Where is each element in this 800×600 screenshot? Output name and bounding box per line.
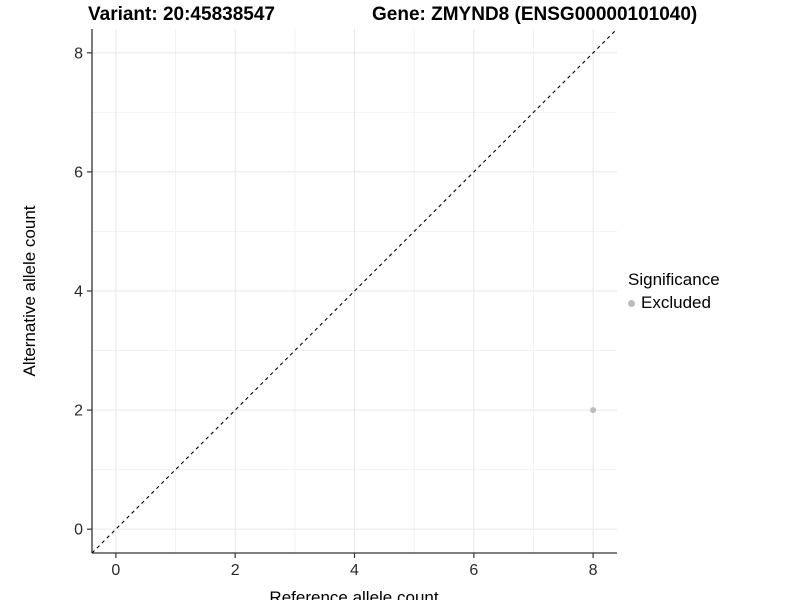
data-point: [590, 407, 597, 414]
y-tick-label: 0: [74, 522, 83, 539]
identity-line: [91, 28, 618, 554]
legend-item-label: Excluded: [641, 293, 711, 312]
x-tick-label: 6: [469, 562, 478, 579]
y-tick-label: 4: [74, 284, 83, 301]
x-tick-label: 2: [231, 562, 240, 579]
legend-point-icon: [628, 299, 635, 307]
plot-title-variant: Variant: 20:45838547: [88, 4, 275, 25]
x-tick-label: 8: [589, 562, 598, 579]
x-axis-title: Reference allele count: [269, 588, 439, 600]
y-axis-title: Alternative allele count: [20, 205, 39, 377]
y-tick-label: 6: [74, 164, 83, 181]
y-tick-label: 2: [74, 403, 83, 420]
x-tick-label: 0: [111, 562, 120, 579]
legend: Significance Excluded: [628, 270, 720, 313]
plot-title-gene: Gene: ZMYND8 (ENSG00000101040): [372, 4, 698, 25]
x-tick-label: 4: [350, 562, 359, 579]
legend-item: Excluded: [628, 293, 720, 313]
y-tick-label: 8: [74, 45, 83, 62]
legend-title: Significance: [628, 270, 720, 289]
